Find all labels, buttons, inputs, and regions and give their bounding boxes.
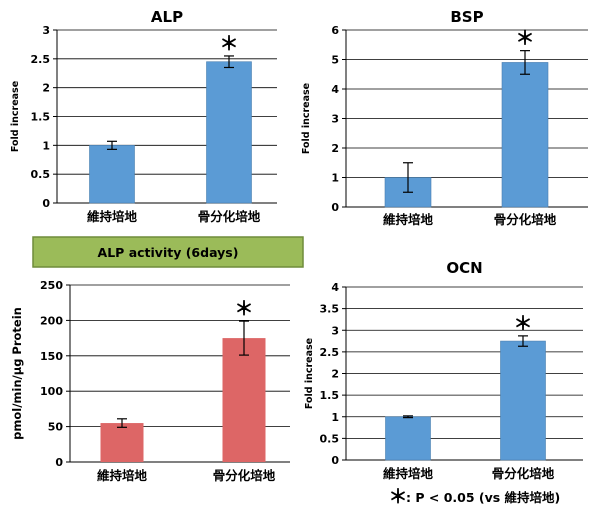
y-tick-label: 1 [331, 172, 339, 185]
chart-title: OCN [446, 259, 482, 277]
chart-title: BSP [450, 8, 483, 26]
category-label: 維持培地 [97, 468, 148, 483]
y-tick-label: 2 [331, 368, 339, 381]
bar-alp_activity-1 [222, 338, 266, 462]
y-tick-label: 5 [331, 54, 339, 67]
y-tick-label: 6 [331, 24, 339, 37]
chart-alp_activity: 0 50 100 150 200 250 pmol/min/µg Protein 維持培地 ＊ 骨… [10, 279, 290, 483]
y-tick-label: 2 [42, 82, 50, 95]
y-axis-label: Fold increase [304, 338, 315, 409]
y-tick-label: 1.5 [31, 111, 51, 124]
y-tick-label: 0.5 [320, 432, 340, 445]
banner-label: ALP activity (6days) [98, 245, 239, 260]
y-axis-label: Fold increase [10, 81, 21, 152]
y-tick-label: 3 [42, 24, 50, 37]
chart-title: ALP [151, 8, 183, 26]
significance-star: ＊ [513, 313, 532, 335]
bar-bsp-1 [501, 62, 549, 208]
banner-box [32, 236, 304, 268]
significance-star: ＊ [515, 28, 534, 50]
y-tick-label: 3.5 [320, 303, 340, 316]
y-tick-label: 2.5 [320, 346, 340, 359]
category-label: 維持培地 [383, 212, 434, 227]
y-tick-label: 3 [331, 324, 339, 337]
y-tick-label: 3 [331, 113, 339, 126]
alp-activity-banner: ALP activity (6days) [32, 236, 304, 268]
footnote-star: ＊ [388, 486, 407, 508]
y-axis-label: pmol/min/µg Protein [10, 307, 24, 440]
bar-alp_activity-0 [100, 423, 144, 462]
category-label: 骨分化培地 [213, 468, 276, 483]
bar-ocn-1 [500, 340, 546, 461]
significance-footnote: ＊ : P < 0.05 (vs 維持培地) [388, 486, 560, 508]
significance-star: ＊ [234, 298, 253, 320]
y-tick-label: 2.5 [31, 53, 51, 66]
chart-alp: ALP 0 0.5 1 1.5 2 2.5 3 Fold increase 維持培地 ＊ 骨分化培地 [10, 8, 277, 224]
y-tick-label: 0 [331, 454, 339, 467]
footnote-text: : P < 0.05 (vs 維持培地) [406, 490, 560, 505]
y-tick-label: 1 [331, 411, 339, 424]
y-tick-label: 1.5 [320, 389, 340, 402]
y-tick-label: 100 [40, 385, 63, 398]
category-label: 骨分化培地 [494, 212, 557, 227]
chart-bsp: BSP 0 1 2 3 4 5 6 Fold increase 維持培地 ＊ 骨分化培地 [301, 8, 588, 227]
category-label: 骨分化培地 [198, 209, 261, 224]
bar-ocn-0 [385, 416, 431, 461]
y-tick-label: 200 [40, 314, 63, 327]
y-tick-label: 1 [42, 139, 50, 152]
significance-star: ＊ [219, 33, 238, 55]
y-tick-label: 50 [48, 421, 64, 434]
y-tick-label: 2 [331, 142, 339, 155]
bar-alp-1 [206, 61, 252, 204]
chart-ocn: OCN 0 0.5 1 1.5 2 2.5 3 3.5 4 Fold increase 維持培地 ＊ 骨分… [304, 259, 583, 481]
category-label: 骨分化培地 [492, 466, 555, 481]
category-label: 維持培地 [87, 209, 138, 224]
y-tick-label: 0 [55, 456, 63, 469]
y-axis-label: Fold increase [301, 83, 312, 154]
y-tick-label: 250 [40, 279, 63, 292]
bar-alp-0 [89, 145, 135, 204]
y-tick-label: 0.5 [31, 168, 51, 181]
y-tick-label: 0 [331, 201, 339, 214]
category-label: 維持培地 [383, 466, 434, 481]
y-tick-label: 4 [331, 83, 339, 96]
y-tick-label: 150 [40, 350, 63, 363]
y-tick-label: 4 [331, 281, 339, 294]
y-tick-label: 0 [42, 197, 50, 210]
